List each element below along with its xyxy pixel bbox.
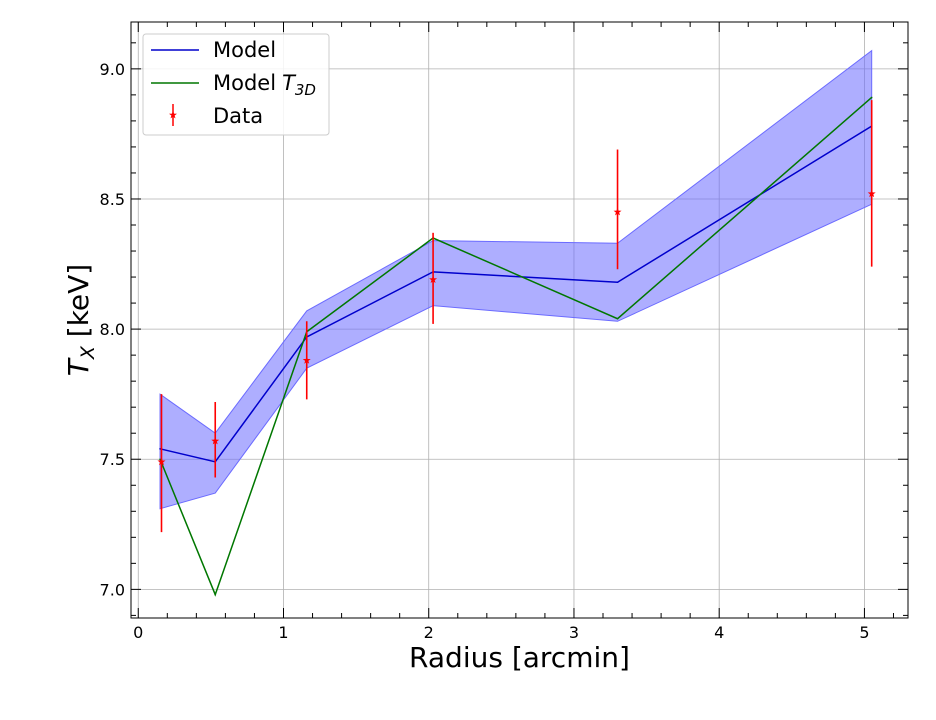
model-line-point — [159, 448, 161, 450]
legend: Model Model T3D Data — [142, 33, 330, 136]
x-tick-label: 5 — [859, 623, 869, 642]
plot-frame — [130, 21, 909, 619]
data-point — [613, 207, 622, 216]
y-tick-label: 9.0 — [100, 60, 125, 79]
legend-label-model-t3d-name: Model — [213, 71, 276, 95]
y-axis-title-subscript: X — [77, 345, 99, 360]
legend-label-model-t3d-subscript: 3D — [295, 81, 316, 99]
legend-label-model-t3d: Model T3D — [213, 71, 316, 99]
x-tick-label: 0 — [133, 623, 143, 642]
legend-frame — [142, 33, 330, 136]
legend-label-model: Model — [213, 38, 276, 62]
y-tick-label: 7.0 — [100, 580, 125, 599]
y-tick-label: 8.0 — [100, 320, 125, 339]
data-point — [157, 457, 166, 466]
y-axis-title-symbol: T — [62, 357, 95, 376]
x-tick-label: 3 — [569, 623, 579, 642]
model-t3d-line — [159, 96, 873, 597]
y-axis-title-unit: [keV] — [62, 264, 95, 346]
data-point — [429, 275, 438, 284]
legend-swatch-data-marker — [169, 110, 177, 119]
model-t3d-line-point — [870, 96, 873, 99]
axis-ticks: 0 1 2 3 4 5 7.0 7.5 8.0 8.5 9.0 — [100, 22, 908, 642]
legend-label-model-t3d-symbol: T — [282, 71, 297, 95]
legend-label-data: Data — [213, 104, 263, 128]
model-t3d-line-point — [616, 317, 619, 320]
x-tick-label: 2 — [424, 623, 434, 642]
data-point — [867, 189, 876, 198]
x-tick-label: 4 — [714, 623, 724, 642]
model-line — [159, 125, 873, 463]
data-point — [302, 356, 311, 364]
data-points — [157, 100, 876, 533]
y-tick-label: 8.5 — [100, 190, 125, 209]
model-line-point — [616, 281, 619, 284]
model-t3d-line-point — [159, 458, 161, 461]
x-tick-label: 1 — [278, 623, 288, 642]
y-axis-title: TX [keV] — [62, 264, 99, 377]
x-axis-title: Radius [arcmin] — [409, 641, 630, 674]
data-point — [211, 436, 220, 445]
model-t3d-line-point — [214, 593, 217, 596]
y-tick-label: 7.5 — [100, 450, 125, 469]
